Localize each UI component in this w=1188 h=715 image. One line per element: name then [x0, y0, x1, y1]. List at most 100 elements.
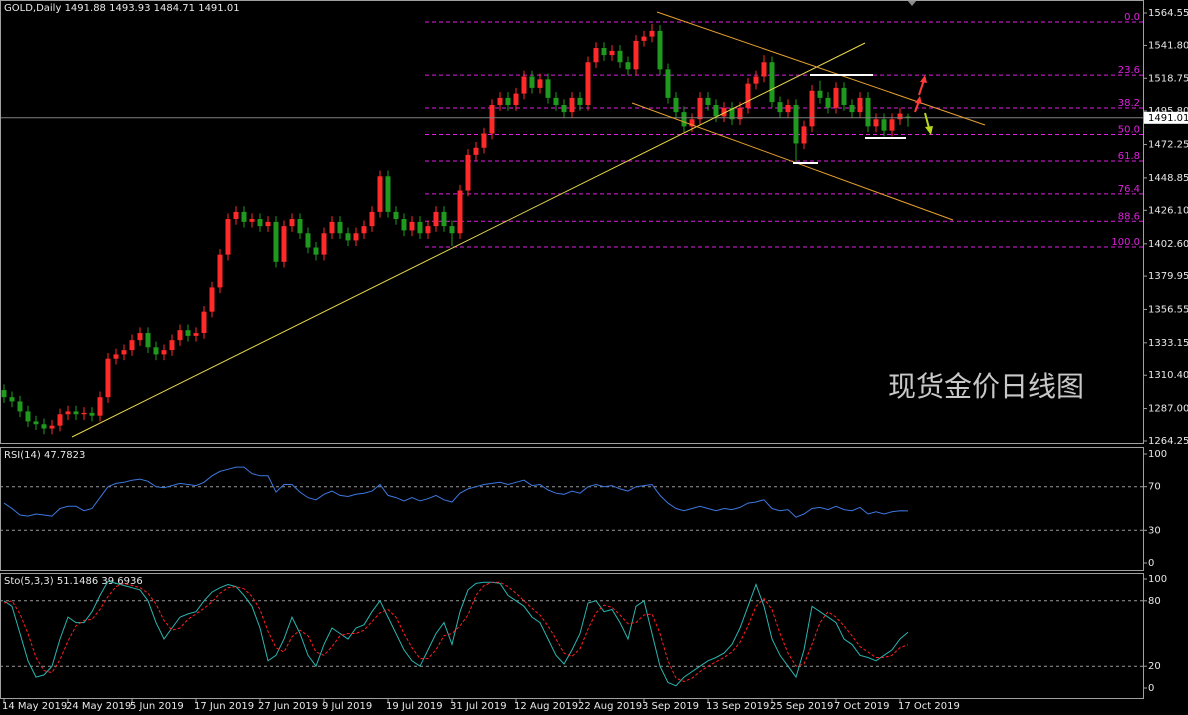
candle-body	[833, 87, 839, 108]
candle-body	[217, 254, 223, 288]
panel-header: RSI(14) 47.7823	[4, 450, 85, 461]
trend-line	[71, 42, 866, 438]
current-price-box	[1144, 111, 1188, 124]
panel-title: RSI(14)	[4, 450, 41, 461]
ohlc-value: 1491.01	[198, 3, 239, 14]
candle-body	[585, 62, 591, 105]
candle-body	[793, 104, 799, 144]
candle-body	[369, 211, 375, 227]
y-tick-label: 1333.15	[1148, 338, 1188, 349]
arrow	[918, 79, 925, 96]
candle-body	[785, 104, 791, 113]
channel-line	[631, 102, 954, 221]
candle-body	[577, 97, 583, 105]
candle-body	[265, 221, 271, 227]
candle-body	[713, 104, 719, 117]
candle-body	[177, 330, 183, 341]
candle-body	[457, 190, 463, 234]
candle-body	[817, 90, 823, 98]
candle-body	[425, 226, 431, 234]
y-tick-label: 30	[1148, 525, 1161, 536]
arrow-head	[925, 126, 933, 135]
x-tick-label: 27 Jun 2019	[258, 701, 318, 712]
candle-body	[121, 350, 127, 355]
candle-body	[897, 113, 903, 120]
candle-body	[289, 219, 295, 227]
candle-body	[881, 119, 887, 131]
candle-body	[233, 211, 239, 220]
x-tick-label: 3 Sep 2019	[642, 701, 699, 712]
last-value: 47.7823	[44, 450, 85, 461]
candle-body	[153, 347, 159, 355]
candle-body	[905, 116, 911, 118]
y-tick-label: 1541.80	[1148, 40, 1188, 51]
y-tick-label: 1310.40	[1148, 370, 1188, 381]
y-tick-label: 100	[1148, 574, 1167, 585]
last-value: 51.1486	[57, 576, 98, 587]
y-tick-label: 1495.80	[1148, 106, 1188, 117]
candle-body	[417, 221, 423, 234]
x-tick-label: 22 Aug 2019	[578, 701, 642, 712]
candle-body	[809, 90, 815, 127]
candle-body	[545, 79, 551, 98]
y-tick-label: 1426.10	[1148, 205, 1188, 216]
y-tick-label: 1518.75	[1148, 73, 1188, 84]
candle-body	[1, 390, 7, 398]
x-tick-label: 17 Jun 2019	[194, 701, 254, 712]
candle-body	[185, 330, 191, 336]
panel-title: Sto(5,3,3)	[4, 576, 54, 587]
indicator-line	[3, 581, 909, 683]
candle-body	[321, 233, 327, 255]
candle-body	[865, 97, 871, 127]
candle-body	[353, 233, 359, 241]
candle-body	[769, 62, 775, 103]
candle-body	[241, 211, 247, 222]
candle-body	[553, 97, 559, 105]
ohlc-value: 1491.88	[65, 3, 106, 14]
y-tick-label: 1448.85	[1148, 173, 1188, 184]
candle-body	[225, 219, 231, 255]
x-tick-label: 25 Sep 2019	[770, 701, 833, 712]
panel-header: Sto(5,3,3) 51.1486 39.6936	[4, 576, 143, 587]
x-tick-label: 17 Oct 2019	[898, 701, 960, 712]
candle-body	[137, 333, 143, 341]
candle-body	[825, 97, 831, 108]
candle-body	[721, 107, 727, 117]
ohlc-value: 1484.71	[154, 3, 195, 14]
panel-border	[0, 0, 1144, 444]
y-tick-label: 1287.00	[1148, 404, 1188, 415]
candle-body	[113, 354, 119, 359]
candle-body	[609, 50, 615, 56]
candle-body	[857, 97, 863, 113]
candle-body	[193, 333, 199, 336]
candle-body	[145, 333, 151, 348]
arrow-head	[915, 96, 922, 104]
candle-body	[441, 211, 447, 227]
candle-body	[297, 219, 303, 234]
scroll-marker	[907, 0, 917, 6]
y-tick-label: 80	[1148, 596, 1161, 607]
y-tick-label: 70	[1148, 482, 1161, 493]
arrow	[924, 112, 930, 129]
indicator-line	[3, 466, 909, 518]
x-tick-label: 9 Jul 2019	[322, 701, 372, 712]
candle-body	[465, 154, 471, 191]
candle-body	[385, 176, 391, 212]
candle-body	[633, 40, 639, 70]
y-tick-label: 100	[1148, 449, 1167, 460]
candle-body	[161, 350, 167, 355]
candle-body	[73, 411, 79, 415]
candle-body	[81, 412, 87, 415]
fib-label: 61.8	[1118, 151, 1140, 162]
candle-body	[649, 30, 655, 37]
candle-body	[681, 112, 687, 127]
y-tick-label: 1402.60	[1148, 239, 1188, 250]
fib-label: 0.0	[1124, 12, 1140, 23]
channel-line	[656, 11, 986, 126]
candle-body	[345, 233, 351, 241]
candle-body	[305, 233, 311, 248]
candle-body	[409, 221, 415, 231]
x-tick-label: 24 May 2019	[66, 701, 131, 712]
candle-body	[849, 104, 855, 113]
